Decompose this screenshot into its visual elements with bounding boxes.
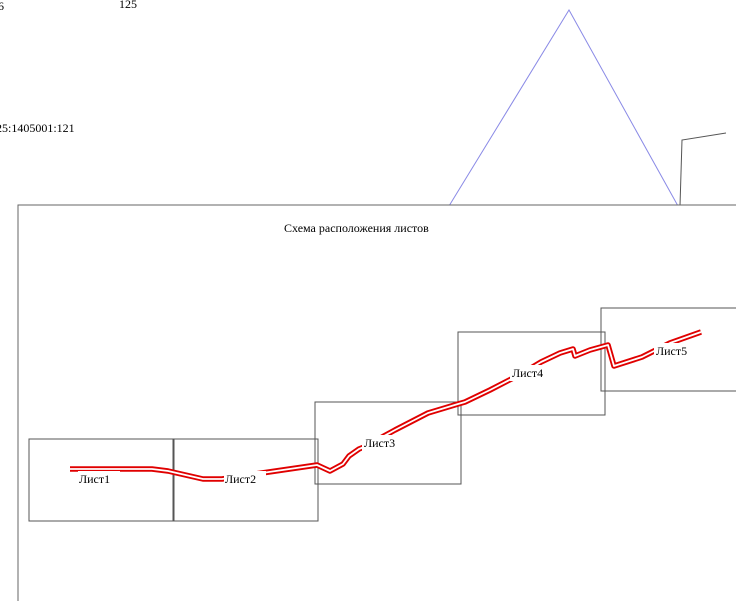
sheet-3-label-halo	[362, 435, 408, 451]
sheet-3-label[interactable]: Лист3	[364, 436, 396, 450]
sheet-1-label-halo	[78, 471, 120, 487]
inset-frame	[17, 204, 736, 601]
sheet-4-frame	[457, 331, 606, 416]
sheet-4-label[interactable]: Лист4	[512, 366, 544, 380]
inset-title: Схема расположения листов	[284, 221, 429, 235]
parcel-number-label: 125	[119, 0, 137, 11]
corner-number-label: 6	[0, 0, 4, 13]
neighbor-boundary-line	[679, 132, 727, 207]
parcel-boundary-line	[448, 9, 679, 207]
sheet-2-label[interactable]: Лист2	[225, 472, 257, 486]
sheet-2-frame	[172, 438, 319, 522]
sheet-1-frame	[28, 438, 175, 522]
sheet-2-label-halo	[224, 471, 266, 487]
inset-background	[18, 205, 736, 601]
sheet-5-label[interactable]: Лист5	[656, 344, 688, 358]
sheet-1-label[interactable]: Лист1	[79, 472, 111, 486]
cadastral-number-label: 25:1405001:121	[0, 121, 75, 135]
sheet-5-label-halo	[654, 343, 696, 359]
sheet-3-frame	[314, 401, 462, 485]
sheet-4-label-halo	[510, 365, 554, 381]
